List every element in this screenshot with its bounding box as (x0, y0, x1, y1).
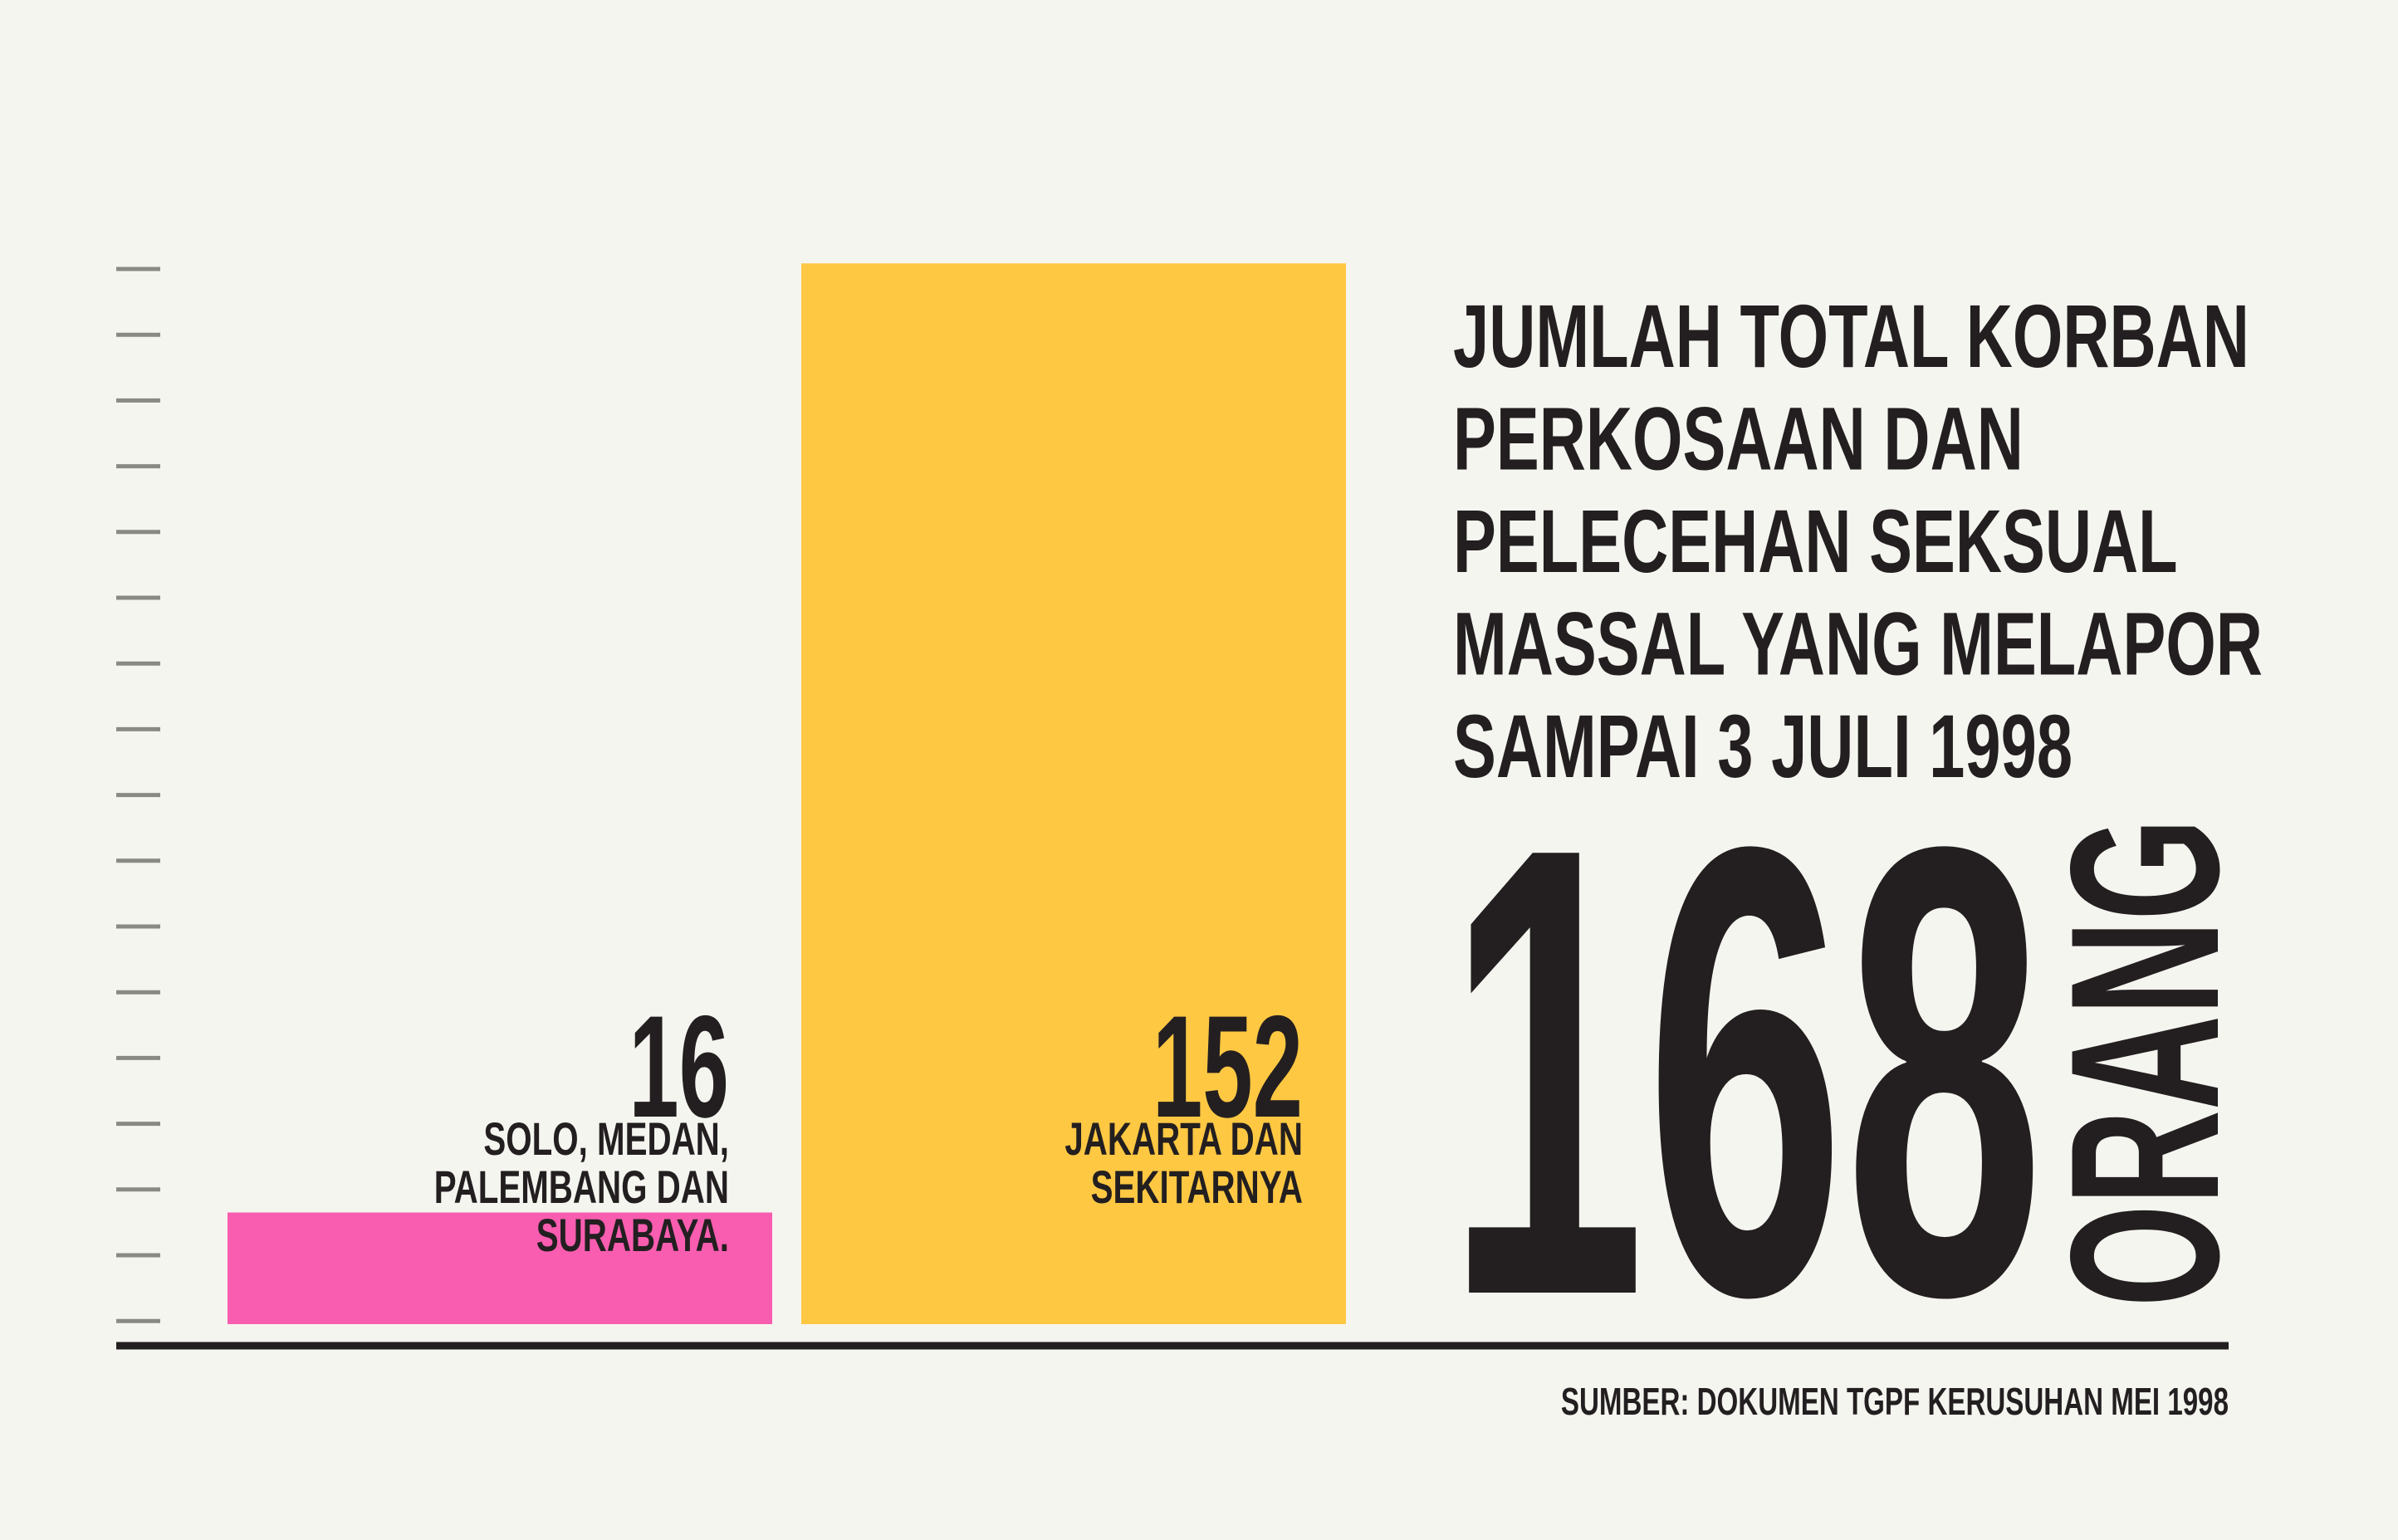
bar (801, 263, 1346, 1324)
total-unit: ORANG (2026, 819, 2263, 1307)
value-label: 152 (1153, 985, 1303, 1147)
bar (228, 1212, 772, 1324)
chart-title-group: PELECEHAN SEKSUAL (1453, 491, 2178, 591)
chart-title-group: JUMLAH TOTAL KORBAN (1453, 286, 2249, 386)
chart-title: SAMPAI 3 JULI 1998 (1453, 696, 2073, 796)
source: SUMBER: DOKUMEN TGPF KERUSUHAN MEI 1998 (1561, 1381, 2229, 1423)
total-unit-group: ORANG (2026, 819, 2263, 1307)
category-group: JAKARTA DAN SEKITARNYA (1064, 1114, 1303, 1214)
chart-title: MASSAL YANG MELAPOR (1453, 594, 2263, 694)
total-value-group: 168 (1446, 715, 2043, 1429)
category-group: SOLO, MEDAN, PALEMBANG DAN SURABAYA. (434, 1114, 729, 1262)
chart-title-group: SAMPAI 3 JULI 1998 (1453, 696, 2073, 796)
source-group: SUMBER: DOKUMEN TGPF KERUSUHAN MEI 1998 (1561, 1381, 2229, 1423)
chart-title-group: MASSAL YANG MELAPOR (1453, 594, 2263, 694)
chart-title: PERKOSAAN DAN (1453, 389, 2024, 489)
category-label: SOLO, MEDAN, PALEMBANG DAN SURABAYA. (434, 1114, 729, 1262)
value-label-group: 152 (1153, 985, 1303, 1147)
value-label: 16 (629, 985, 729, 1147)
category-label: JAKARTA DAN SEKITARNYA (1064, 1114, 1303, 1214)
chart-title-group: PERKOSAAN DAN (1453, 389, 2024, 489)
chart-title: PELECEHAN SEKSUAL (1453, 491, 2178, 591)
chart-title: JUMLAH TOTAL KORBAN (1453, 286, 2249, 386)
value-label-group: 16 (629, 985, 729, 1147)
total-value: 168 (1446, 715, 2043, 1429)
